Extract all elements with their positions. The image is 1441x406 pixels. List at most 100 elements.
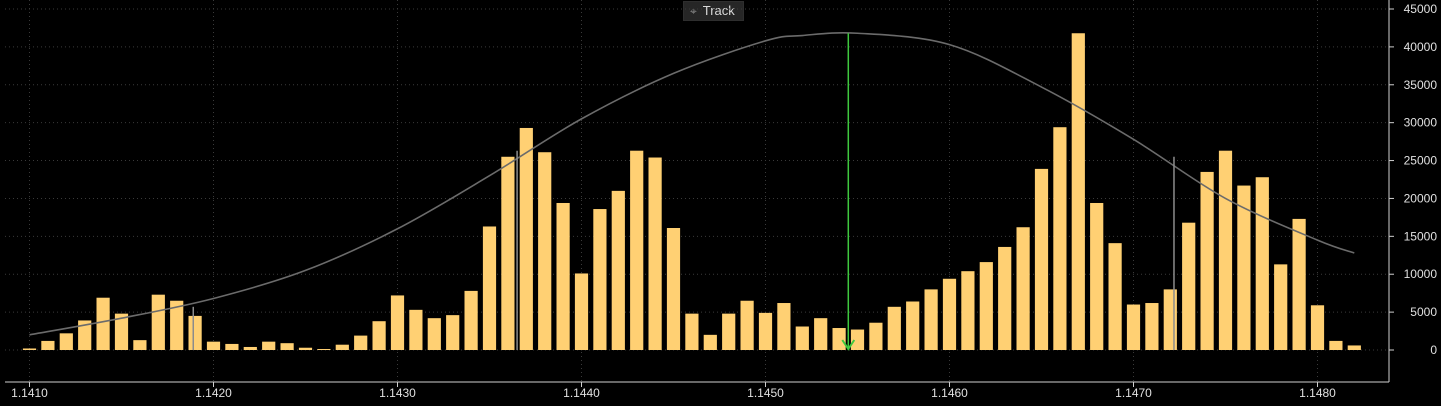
histogram-bar [206, 341, 221, 350]
histogram-bar [317, 349, 331, 350]
histogram-bar [1310, 305, 1325, 350]
histogram-bar [611, 190, 625, 350]
histogram-bar [519, 127, 533, 350]
histogram-bar [777, 303, 791, 350]
y-tick-label: 35000 [1404, 78, 1438, 92]
histogram-bar [593, 209, 607, 350]
histogram-bar [114, 313, 129, 350]
histogram-bar [225, 343, 239, 350]
bar-series [22, 33, 1361, 351]
histogram-bar [666, 228, 681, 350]
histogram-bar [574, 273, 589, 350]
histogram-bar [482, 226, 497, 350]
distribution-curve-line [29, 31, 1355, 336]
histogram-bar [1034, 168, 1049, 350]
histogram-bar [1347, 345, 1361, 350]
histogram-bar [942, 278, 957, 350]
histogram-bar [814, 318, 828, 350]
histogram-bar [1292, 218, 1306, 350]
y-tick-label: 5000 [1410, 305, 1437, 319]
histogram-bar [390, 295, 405, 350]
x-tick-label: 1.1480 [1299, 386, 1336, 400]
histogram-bar [151, 294, 165, 350]
histogram-bar [427, 318, 441, 350]
y-tick-label: 15000 [1404, 229, 1438, 243]
y-tick-label: 20000 [1404, 191, 1438, 205]
histogram-bar [59, 333, 73, 350]
histogram-bar [1108, 243, 1122, 350]
histogram-bar [22, 348, 37, 350]
y-tick-label: 0 [1430, 343, 1437, 357]
histogram-bar [280, 343, 294, 350]
histogram-bar [998, 246, 1012, 350]
histogram-bar [850, 329, 865, 350]
histogram-bar [1218, 150, 1233, 350]
arrow-down-icon [841, 339, 856, 351]
histogram-bar [1071, 33, 1085, 350]
y-tick-label: 25000 [1404, 154, 1438, 168]
histogram-bar [170, 300, 184, 350]
histogram-bar [298, 347, 313, 350]
histogram-bar [1016, 227, 1030, 350]
histogram-bar [354, 335, 368, 350]
histogram-bar [1126, 304, 1141, 350]
histogram-bar [556, 202, 570, 350]
histogram-bar [740, 300, 754, 350]
histogram-bar [1182, 222, 1196, 350]
histogram-bar [630, 150, 644, 350]
histogram-bar [464, 290, 478, 350]
x-tick-label: 1.1460 [931, 386, 968, 400]
histogram-bar [887, 306, 901, 350]
x-tick-label: 1.1420 [195, 386, 232, 400]
crosshair-icon: ⌖ [690, 4, 697, 18]
histogram-bar [1090, 202, 1104, 350]
histogram-bar [1274, 264, 1288, 350]
histogram-bar [1237, 185, 1251, 350]
y-tick-label: 40000 [1404, 40, 1438, 54]
histogram-bar [924, 289, 938, 350]
histogram-bar [979, 262, 993, 350]
histogram-bar [869, 322, 883, 350]
histogram-bar [758, 312, 773, 350]
y-tick-label: 30000 [1404, 116, 1438, 130]
track-button[interactable]: ⌖ Track [683, 1, 744, 21]
histogram-bar [1255, 177, 1269, 350]
x-tick-label: 1.1440 [563, 386, 600, 400]
x-tick-label: 1.1450 [747, 386, 784, 400]
histogram-bar [1053, 127, 1067, 351]
histogram-bar [832, 328, 846, 350]
histogram-bar [1145, 303, 1159, 350]
histogram-bar [133, 340, 147, 350]
histogram-bar [648, 157, 662, 350]
histogram-bar [335, 344, 349, 350]
histogram-bar [703, 334, 717, 350]
x-tick-label: 1.1410 [11, 386, 48, 400]
distribution-curve [29, 31, 1355, 336]
histogram-bar [795, 326, 809, 350]
histogram-bar [96, 297, 110, 350]
marker-lines [192, 33, 1175, 351]
histogram-bar [372, 321, 386, 350]
x-tick-label: 1.1430 [379, 386, 416, 400]
histogram-bar [1163, 289, 1177, 350]
histogram-bar [41, 340, 55, 350]
axes: 1.1410 1.1420 1.1430 1.1440 1.1450 1.1460 1.14… [5, 0, 1437, 400]
histogram-bar [243, 346, 257, 350]
histogram-bar [961, 271, 975, 350]
histogram-bar [1200, 171, 1214, 350]
histogram-bar [409, 309, 423, 350]
y-tick-label: 45000 [1404, 2, 1438, 16]
histogram-bar [906, 301, 920, 350]
histogram-bar [685, 313, 699, 350]
histogram-bar [78, 320, 92, 350]
histogram-bar [501, 156, 515, 350]
histogram-bar [262, 341, 276, 350]
histogram-bar [538, 152, 552, 350]
track-label: Track [702, 3, 735, 18]
histogram-bar [446, 315, 460, 350]
histogram-bar [1329, 340, 1343, 350]
y-tick-label: 10000 [1404, 267, 1438, 281]
histogram-bar [188, 315, 202, 350]
x-tick-label: 1.1470 [1115, 386, 1152, 400]
